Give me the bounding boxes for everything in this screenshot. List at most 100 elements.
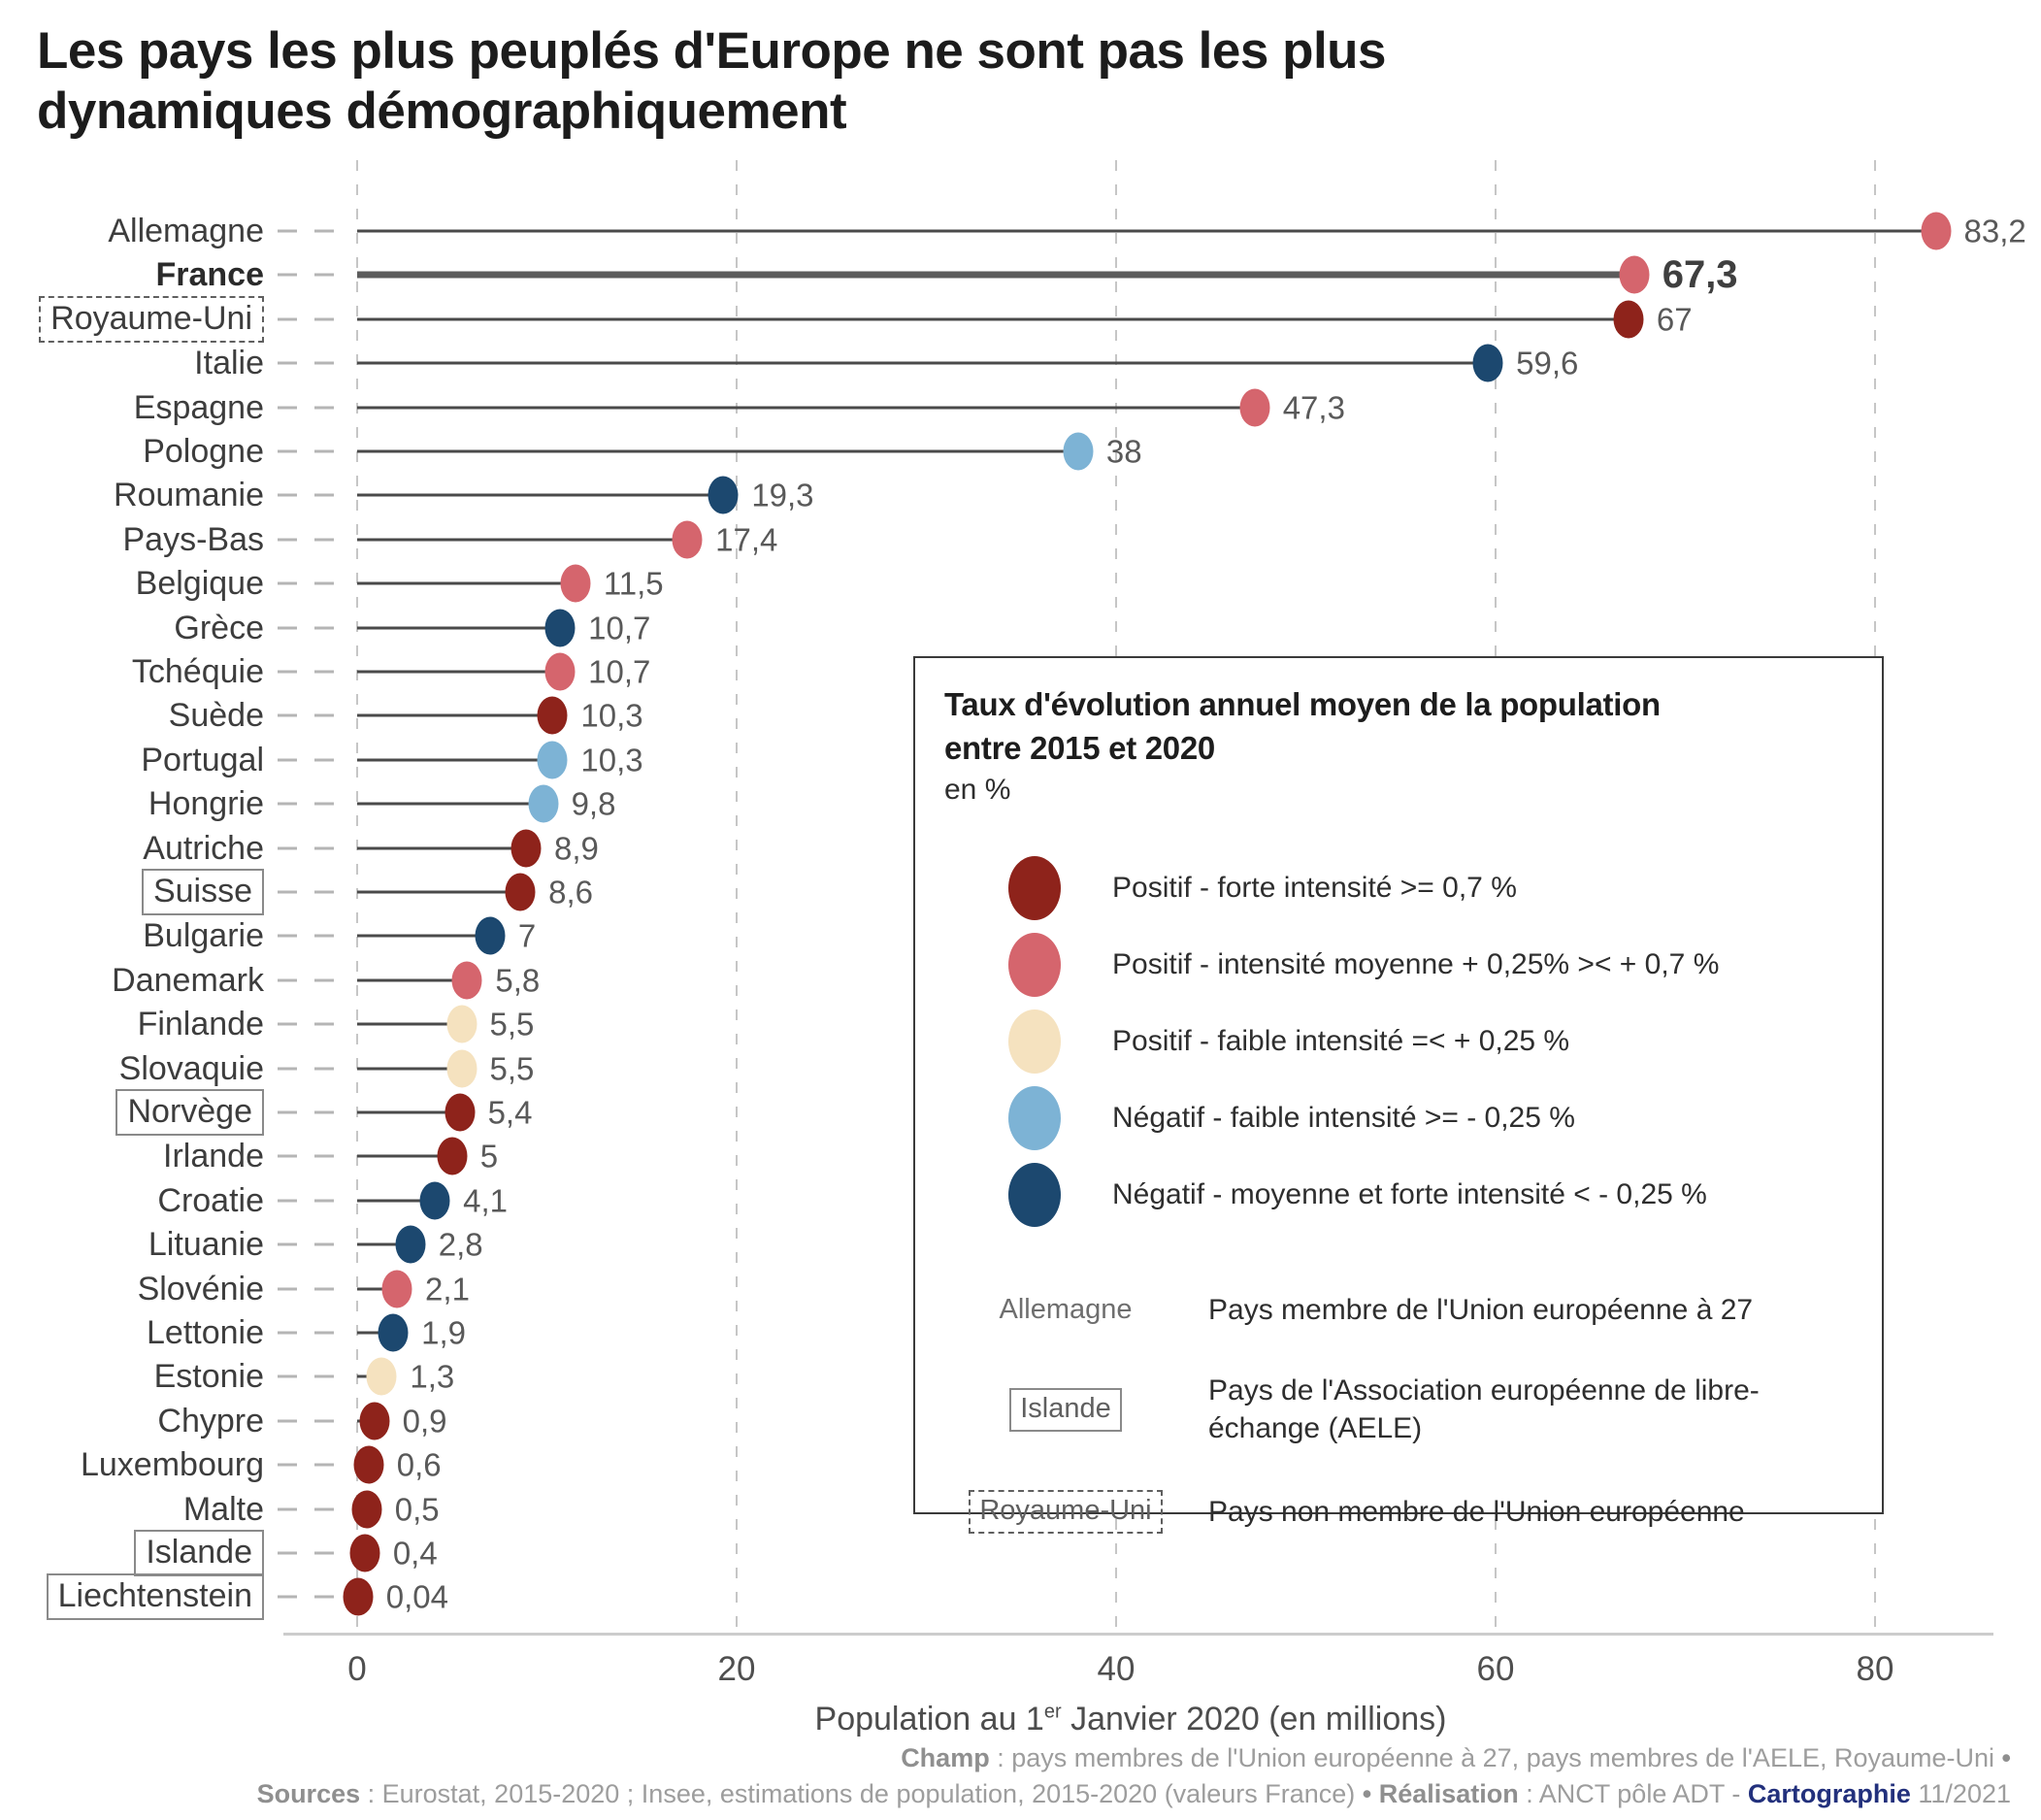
legend-item: Négatif - faible intensité >= - 0,25 % <box>944 1079 1853 1156</box>
membership-label: Pays membre de l'Union européenne à 27 <box>1208 1294 1754 1327</box>
x-tick-label-20: 20 <box>717 1650 756 1688</box>
row-line <box>357 1022 462 1026</box>
country-label: Grèce <box>174 609 264 646</box>
chart-row: Portugal 10,3 <box>0 738 2041 781</box>
row-dot <box>672 520 703 559</box>
leader-dashes <box>278 581 338 585</box>
chart-row: Irlande 5 <box>0 1135 2041 1178</box>
row-dot <box>366 1357 397 1396</box>
row-value-label: 10,7 <box>588 653 651 690</box>
footnote-segment: • <box>1362 1779 1372 1808</box>
chart-row: Croatie 4,1 <box>0 1178 2041 1222</box>
row-dot <box>359 1402 390 1440</box>
row-value-label: 0,04 <box>385 1578 449 1615</box>
leader-dashes <box>278 1242 338 1246</box>
row-dot <box>537 696 568 735</box>
row-value-label: 4,1 <box>463 1182 509 1219</box>
country-label: Lituanie <box>148 1226 264 1264</box>
row-line <box>357 713 553 717</box>
membership-item: Allemagne Pays membre de l'Union europée… <box>944 1291 1853 1329</box>
chart-row: Roumanie 19,3 <box>0 474 2041 517</box>
leader-dashes <box>278 1374 338 1378</box>
chart-row: Belgique 11,5 <box>0 562 2041 606</box>
legend-item: Positif - intensité moyenne + 0,25% >< +… <box>944 926 1853 1003</box>
membership-label: Pays non membre de l'Union européenne <box>1208 1496 1745 1529</box>
row-value-label: 67,3 <box>1662 253 1738 297</box>
row-value-label: 5,8 <box>495 962 541 999</box>
row-dot <box>560 564 591 603</box>
x-tick-label-40: 40 <box>1097 1650 1136 1688</box>
leader-dashes <box>278 1154 338 1158</box>
row-value-label: 83,2 <box>1963 213 2026 249</box>
row-dot <box>444 1093 476 1132</box>
leader-dashes <box>278 846 338 850</box>
chart-row: Espagne 47,3 <box>0 385 2041 429</box>
country-label: Espagne <box>133 388 264 426</box>
row-line <box>357 890 521 894</box>
row-value-label: 8,9 <box>553 830 599 867</box>
row-dot <box>419 1181 450 1220</box>
footnote-champ: Champ : pays membres de l'Union européen… <box>901 1743 2011 1773</box>
row-value-label: 10,7 <box>588 610 651 646</box>
chart-row: Lettonie 1,9 <box>0 1311 2041 1355</box>
leader-dashes <box>278 273 338 277</box>
row-line <box>357 978 468 982</box>
country-label: Norvège <box>115 1089 264 1136</box>
row-dot <box>451 961 482 1000</box>
row-line <box>357 229 1936 233</box>
country-label: Luxembourg <box>80 1446 264 1484</box>
country-label: Portugal <box>141 741 264 778</box>
country-label: Chypre <box>157 1402 264 1439</box>
x-axis-title-prefix: Population au 1 <box>814 1701 1044 1737</box>
x-axis-title: Population au 1er Janvier 2020 (en milli… <box>815 1701 1447 1738</box>
leader-dashes <box>278 1419 338 1423</box>
country-label: Tchéquie <box>131 653 264 690</box>
chart-row: Allemagne 83,2 <box>0 210 2041 253</box>
legend-dot <box>1008 932 1061 997</box>
country-label: Autriche <box>143 829 264 867</box>
leader-dashes <box>278 538 338 542</box>
country-label: Allemagne <box>108 213 264 249</box>
row-line <box>357 449 1078 453</box>
chart-row: Chypre 0,9 <box>0 1399 2041 1442</box>
row-value-label: 5,4 <box>487 1094 533 1131</box>
country-label: Slovénie <box>137 1270 264 1307</box>
row-value-label: 59,6 <box>1516 345 1579 381</box>
legend-item-label: Positif - faible intensité =< + 0,25 % <box>1112 1024 1570 1057</box>
footnote-segment: : pays membres de l'Union européenne à 2… <box>989 1743 2002 1772</box>
row-value-label: 9,8 <box>571 785 616 822</box>
row-line <box>357 361 1489 365</box>
row-value-label: 10,3 <box>580 697 643 734</box>
chart-row: Estonie 1,3 <box>0 1355 2041 1399</box>
chart-row: Royaume-Uni 67 <box>0 295 2041 343</box>
country-label: Belgique <box>135 565 264 603</box>
country-label: Slovaquie <box>118 1049 264 1087</box>
row-line <box>357 1199 436 1203</box>
row-dot <box>708 476 739 514</box>
chart-row: Luxembourg 0,6 <box>0 1443 2041 1487</box>
row-dot <box>381 1270 412 1308</box>
chart-row: France 67,3 <box>0 253 2041 297</box>
legend-item-label: Positif - intensité moyenne + 0,25% >< +… <box>1112 947 1720 980</box>
row-value-label: 2,8 <box>438 1226 483 1263</box>
row-dot <box>544 609 576 647</box>
footnote-segment: Cartographie <box>1747 1779 1911 1808</box>
country-label: Malte <box>182 1490 264 1528</box>
row-dot <box>475 916 506 955</box>
row-line <box>357 1067 462 1071</box>
chart-row: Grèce 10,7 <box>0 606 2041 649</box>
x-axis-title-sup: er <box>1043 1701 1062 1723</box>
row-value-label: 67 <box>1656 301 1693 338</box>
x-axis-title-suffix: Janvier 2020 (en millions) <box>1061 1701 1447 1737</box>
row-value-label: 11,5 <box>603 565 664 602</box>
legend-dot <box>1008 1162 1061 1227</box>
row-line <box>357 1242 411 1246</box>
legend-title-line2: entre 2015 et 2020 <box>944 729 1215 766</box>
row-value-label: 1,9 <box>421 1314 467 1351</box>
leader-dashes <box>278 1331 338 1335</box>
row-line <box>357 802 543 806</box>
legend-item-label: Positif - forte intensité >= 0,7 % <box>1112 871 1517 904</box>
country-label: Royaume-Uni <box>39 295 264 343</box>
footnote-segment: Sources <box>256 1779 361 1808</box>
